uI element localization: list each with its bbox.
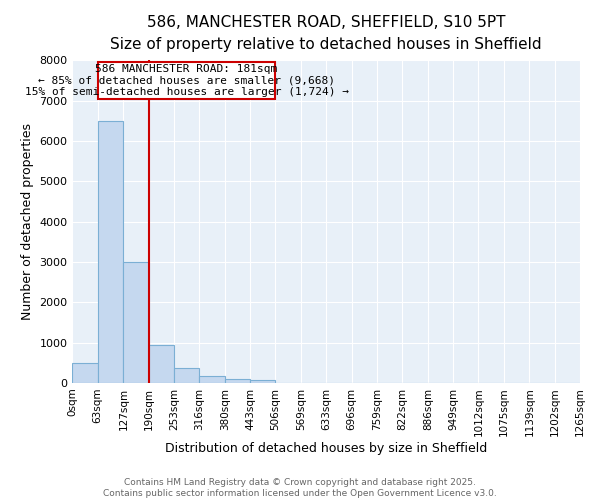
Bar [98,62,275,98]
Title: 586, MANCHESTER ROAD, SHEFFIELD, S10 5PT
Size of property relative to detached h: 586, MANCHESTER ROAD, SHEFFIELD, S10 5PT… [110,15,542,52]
Y-axis label: Number of detached properties: Number of detached properties [21,123,34,320]
Bar [149,344,174,383]
Bar [124,262,149,383]
X-axis label: Distribution of detached houses by size in Sheffield: Distribution of detached houses by size … [165,442,487,455]
Bar [199,376,225,383]
Bar [250,380,275,383]
Text: 586 MANCHESTER ROAD: 181sqm
← 85% of detached houses are smaller (9,668)
15% of : 586 MANCHESTER ROAD: 181sqm ← 85% of det… [25,64,349,97]
Bar [98,121,124,383]
Text: Contains HM Land Registry data © Crown copyright and database right 2025.
Contai: Contains HM Land Registry data © Crown c… [103,478,497,498]
Bar [174,368,199,383]
Bar [73,362,98,383]
Bar [225,379,250,383]
